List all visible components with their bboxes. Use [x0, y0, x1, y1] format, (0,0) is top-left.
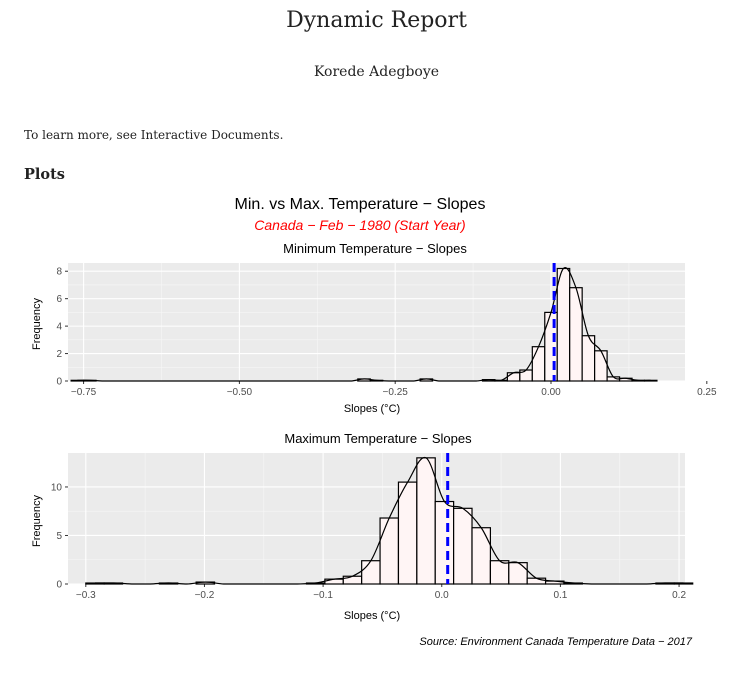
histogram-bar	[594, 350, 608, 382]
histogram-bar	[379, 517, 400, 585]
x-tick-label: 0.25	[697, 387, 717, 398]
x-tick-label: −0.50	[227, 387, 253, 398]
x-tick-label: −0.2	[195, 590, 215, 601]
histogram-bar	[471, 527, 492, 585]
intro-text: To learn more, see Interactive Documents…	[24, 128, 284, 142]
histogram-bar	[416, 457, 436, 585]
histogram-bar	[453, 507, 473, 585]
histogram-bar	[526, 577, 547, 585]
figure-caption: Source: Environment Canada Temperature D…	[419, 636, 693, 648]
panel-1-xlabel: Slopes (°C)	[344, 403, 400, 415]
panel-1-histogram: −0.75 −0.50 −0.25 0.00 0.25 0 2 4 6 8	[56, 263, 717, 398]
x-tick-label: −0.1	[313, 590, 333, 601]
y-tick-label: 2	[56, 349, 62, 360]
x-tick-label: 0.0	[435, 590, 449, 601]
panel-2-title: Maximum Temperature − Slopes	[284, 431, 472, 446]
document-title: Dynamic Report	[286, 8, 467, 33]
histogram-bar	[489, 560, 510, 585]
y-tick-label: 8	[56, 267, 62, 278]
section-heading: Plots	[24, 166, 65, 183]
density-curve	[94, 456, 684, 585]
y-tick-label: 6	[56, 294, 62, 305]
figure-title: Min. vs Max. Temperature − Slopes	[235, 196, 486, 213]
panel-2-ylabel: Frequency	[31, 495, 43, 547]
histogram-bar	[397, 481, 418, 585]
histogram-bar	[506, 372, 521, 382]
x-tick-label: 0.2	[672, 590, 686, 601]
x-tick-label: −0.25	[383, 387, 409, 398]
y-tick-label: 0	[56, 377, 62, 388]
x-tick-label: 0.1	[553, 590, 567, 601]
y-tick-label: 10	[51, 482, 63, 493]
y-tick-label: 0	[56, 580, 62, 591]
x-tick-label: 0.00	[541, 387, 561, 398]
histogram-bar	[324, 578, 344, 585]
x-tick-label: −0.3	[76, 590, 96, 601]
histogram-bar	[508, 562, 528, 585]
histogram-bar	[434, 500, 455, 585]
y-tick-label: 4	[56, 322, 62, 333]
y-tick-label: 5	[56, 531, 62, 542]
figure-subtitle: Canada − Feb − 1980 (Start Year)	[254, 217, 465, 233]
panel-2-xlabel: Slopes (°C)	[344, 610, 400, 622]
x-tick-label: −0.75	[71, 387, 97, 398]
panel-1-title: Minimum Temperature − Slopes	[283, 241, 467, 256]
panel-2-histogram: −0.3 −0.2 −0.1 0.0 0.1 0.2 0 5 10	[51, 453, 694, 601]
histogram-bar	[342, 575, 363, 585]
document-author: Korede Adegboye	[313, 64, 440, 80]
histogram-bar	[531, 346, 546, 382]
panel-1-ylabel: Frequency	[31, 298, 43, 350]
histogram-bar	[556, 267, 571, 382]
slopes-figure: Min. vs Max. Temperature − Slopes Canada…	[31, 196, 717, 648]
histogram-bar	[361, 560, 381, 585]
